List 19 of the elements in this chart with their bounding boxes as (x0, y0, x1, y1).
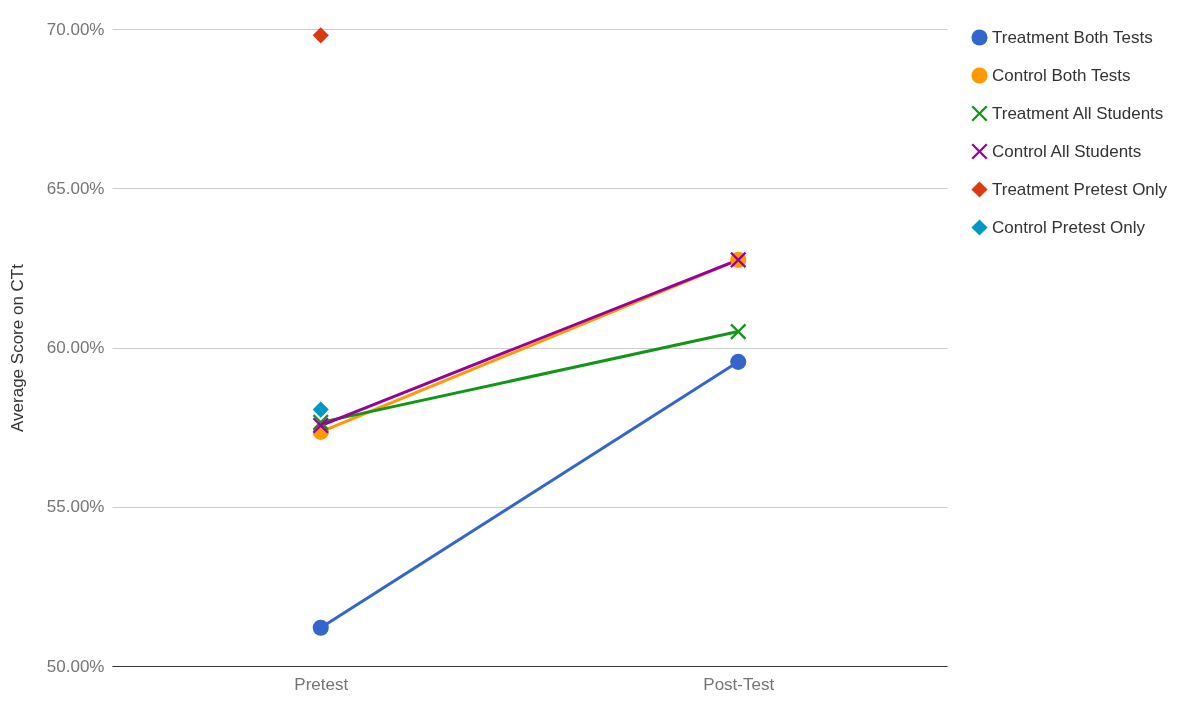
legend-label: Control Both Tests (992, 65, 1131, 85)
y-axis-title: Average Score on CTt (7, 263, 27, 432)
legend-label: Treatment Both Tests (992, 27, 1153, 47)
y-tick-label: 60.00% (46, 338, 105, 357)
point (730, 353, 747, 370)
y-tick-label: 55.00% (46, 497, 105, 517)
point (312, 27, 329, 44)
x-tick-label: Post-Test (703, 674, 775, 694)
legend-label: Control Pretest Only (992, 217, 1146, 237)
y-tick-label: 65.00% (46, 178, 105, 198)
x-tick-label: Pretest (294, 674, 349, 694)
legend-label: Treatment All Students (992, 103, 1164, 123)
point (312, 619, 329, 636)
y-tick-label: 70.00% (46, 19, 105, 39)
legend-label: Control All Students (992, 141, 1142, 161)
legend-label: Treatment Pretest Only (992, 179, 1168, 199)
point (730, 323, 747, 340)
y-tick-label: 50.00% (46, 656, 105, 676)
point (312, 401, 329, 418)
